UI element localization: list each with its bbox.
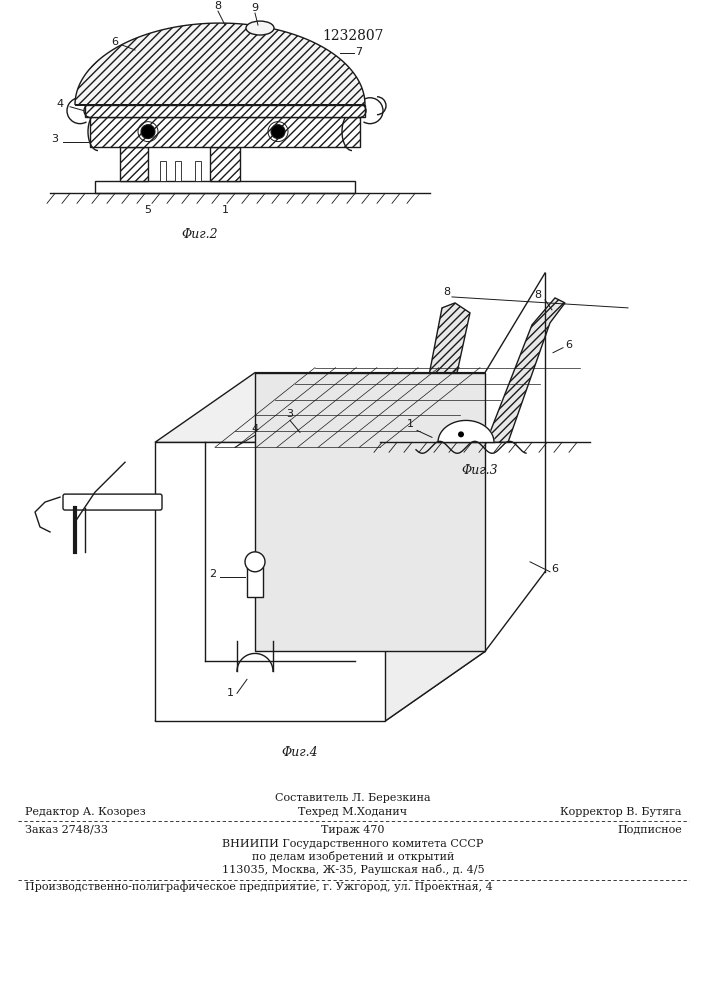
Text: Составитель Л. Березкина: Составитель Л. Березкина (275, 793, 431, 803)
Text: 6: 6 (565, 340, 572, 350)
Text: 113035, Москва, Ж-35, Раушская наб., д. 4/5: 113035, Москва, Ж-35, Раушская наб., д. … (222, 864, 484, 875)
Bar (90, 117, 360, 147)
Text: 4: 4 (252, 424, 259, 434)
Text: Подписное: Подписное (617, 825, 682, 835)
Bar (247, 567, 263, 597)
Circle shape (141, 125, 155, 139)
Text: 6: 6 (551, 564, 559, 574)
Text: 5: 5 (144, 205, 151, 215)
Text: по делам изобретений и открытий: по делам изобретений и открытий (252, 851, 454, 862)
Circle shape (458, 431, 464, 437)
Polygon shape (438, 420, 494, 442)
Text: 1232807: 1232807 (322, 29, 384, 43)
Text: 7: 7 (355, 47, 362, 57)
Bar (95, 181, 355, 193)
Polygon shape (418, 303, 470, 442)
Polygon shape (155, 373, 485, 442)
FancyBboxPatch shape (63, 494, 162, 510)
Polygon shape (490, 298, 565, 442)
Bar (195, 161, 201, 181)
Text: Техред М.Ходанич: Техред М.Ходанич (298, 807, 407, 817)
Text: Редактор А. Козорез: Редактор А. Козорез (25, 807, 146, 817)
Polygon shape (155, 442, 385, 721)
Text: 8: 8 (214, 1, 221, 11)
Text: Φиг.2: Φиг.2 (182, 228, 218, 241)
Text: 2: 2 (209, 569, 216, 579)
Text: 1: 1 (221, 205, 228, 215)
Text: Производственно-полиграфическое предприятие, г. Ужгород, ул. Проектная, 4: Производственно-полиграфическое предприя… (25, 882, 493, 892)
Bar (210, 147, 240, 181)
Text: 3: 3 (286, 409, 293, 419)
Ellipse shape (246, 21, 274, 35)
Text: 8: 8 (443, 287, 450, 297)
Polygon shape (75, 23, 365, 105)
Text: Заказ 2748/33: Заказ 2748/33 (25, 825, 108, 835)
Text: Корректор В. Бутяга: Корректор В. Бутяга (561, 807, 682, 817)
Text: 4: 4 (57, 99, 64, 109)
Text: 8: 8 (534, 290, 542, 300)
Circle shape (271, 125, 285, 139)
Circle shape (245, 552, 265, 572)
Text: ВНИИПИ Государственного комитета СССР: ВНИИПИ Государственного комитета СССР (222, 839, 484, 849)
Polygon shape (385, 373, 485, 721)
Polygon shape (255, 373, 485, 651)
Text: Φиг.3: Φиг.3 (462, 464, 498, 477)
Bar (85, 105, 365, 117)
Text: 9: 9 (252, 3, 259, 13)
Polygon shape (155, 651, 485, 721)
Text: Тираж 470: Тираж 470 (321, 825, 385, 835)
Bar (120, 147, 148, 181)
Text: 6: 6 (112, 37, 119, 47)
Bar (160, 161, 166, 181)
Text: Φиг.4: Φиг.4 (281, 746, 318, 759)
Text: 1: 1 (407, 419, 414, 429)
Bar (175, 161, 181, 181)
Text: 1: 1 (226, 688, 233, 698)
Text: 3: 3 (52, 134, 59, 144)
